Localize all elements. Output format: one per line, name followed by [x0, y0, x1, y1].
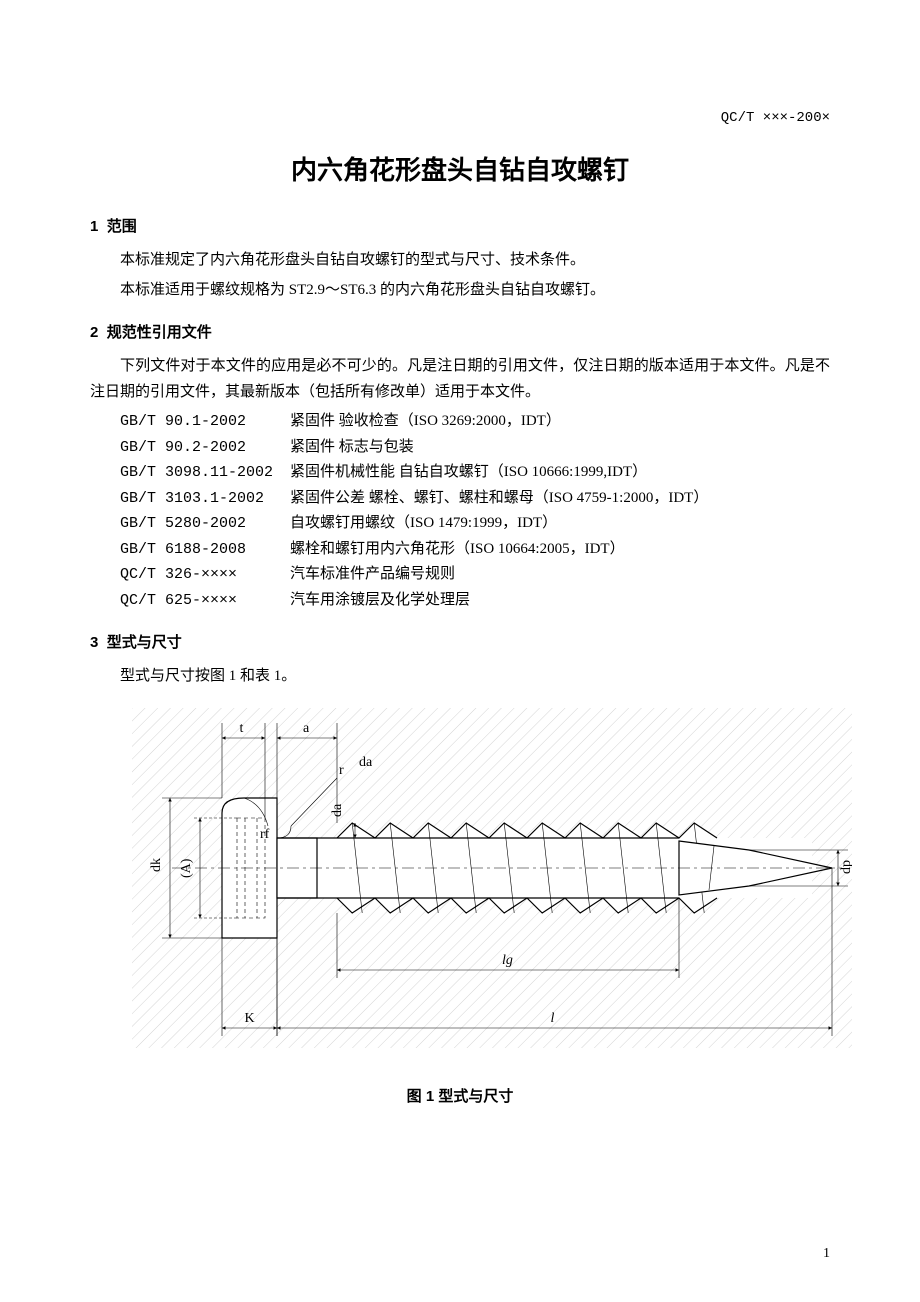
ref-code: GB/T 5280-2002: [120, 511, 290, 537]
svg-text:da: da: [359, 755, 373, 770]
section-2-num: 2: [90, 324, 98, 341]
page: QC/T ×××-200× 内六角花形盘头自钻自攻螺钉 1 范围 本标准规定了内…: [0, 0, 920, 1302]
svg-text:K: K: [245, 1011, 255, 1026]
ref-desc: 紧固件 标志与包装: [290, 435, 414, 461]
page-title: 内六角花形盘头自钻自攻螺钉: [90, 150, 830, 187]
svg-text:da: da: [330, 803, 345, 817]
section-3-label: 型式与尺寸: [107, 634, 182, 651]
ref-desc: 螺栓和螺钉用内六角花形（ISO 10664:2005，IDT）: [290, 537, 625, 563]
svg-text:l: l: [551, 1011, 555, 1026]
figure-1-caption: 图 1 型式与尺寸: [90, 1085, 830, 1106]
ref-desc: 紧固件公差 螺栓、螺钉、螺柱和螺母（ISO 4759-1:2000，IDT）: [290, 486, 708, 512]
ref-row: GB/T 3098.11-2002 紧固件机械性能 自钻自攻螺钉（ISO 106…: [120, 460, 830, 486]
svg-text:(A): (A): [179, 858, 194, 878]
s2-p1: 下列文件对于本文件的应用是必不可少的。凡是注日期的引用文件，仅注日期的版本适用于…: [90, 354, 830, 405]
svg-text:a: a: [303, 721, 310, 736]
section-2-heading: 2 规范性引用文件: [90, 321, 830, 342]
svg-text:rf: rf: [260, 827, 270, 842]
ref-code: QC/T 326-××××: [120, 562, 290, 588]
ref-desc: 自攻螺钉用螺纹（ISO 1479:1999，IDT）: [290, 511, 557, 537]
s3-p1: 型式与尺寸按图 1 和表 1。: [90, 664, 830, 690]
figure-1: tardadarfdk(A)dpKllg: [132, 708, 830, 1053]
ref-row: QC/T 625-×××× 汽车用涂镀层及化学处理层: [120, 588, 830, 614]
ref-row: GB/T 90.2-2002 紧固件 标志与包装: [120, 435, 830, 461]
section-1-heading: 1 范围: [90, 215, 830, 236]
ref-code: GB/T 3098.11-2002: [120, 460, 290, 486]
section-2-label: 规范性引用文件: [107, 324, 212, 341]
section-3-num: 3: [90, 634, 98, 651]
ref-row: GB/T 3103.1-2002 紧固件公差 螺栓、螺钉、螺柱和螺母（ISO 4…: [120, 486, 830, 512]
ref-desc: 紧固件机械性能 自钻自攻螺钉（ISO 10666:1999,IDT）: [290, 460, 647, 486]
svg-text:lg: lg: [502, 953, 513, 968]
section-3-heading: 3 型式与尺寸: [90, 631, 830, 652]
ref-row: GB/T 90.1-2002 紧固件 验收检查（ISO 3269:2000，ID…: [120, 409, 830, 435]
ref-code: QC/T 625-××××: [120, 588, 290, 614]
ref-code: GB/T 6188-2008: [120, 537, 290, 563]
section-1-num: 1: [90, 218, 98, 235]
page-number: 1: [823, 1246, 830, 1262]
ref-code: GB/T 90.1-2002: [120, 409, 290, 435]
ref-code: GB/T 3103.1-2002: [120, 486, 290, 512]
svg-text:t: t: [240, 721, 244, 736]
figure-1-svg: tardadarfdk(A)dpKllg: [132, 708, 852, 1048]
svg-text:dp: dp: [839, 860, 852, 874]
svg-text:r: r: [339, 763, 344, 778]
ref-desc: 紧固件 验收检查（ISO 3269:2000，IDT）: [290, 409, 561, 435]
ref-code: GB/T 90.2-2002: [120, 435, 290, 461]
ref-desc: 汽车用涂镀层及化学处理层: [290, 588, 470, 614]
ref-row: GB/T 5280-2002 自攻螺钉用螺纹（ISO 1479:1999，IDT…: [120, 511, 830, 537]
section-1-label: 范围: [107, 218, 137, 235]
reference-list: GB/T 90.1-2002 紧固件 验收检查（ISO 3269:2000，ID…: [90, 409, 830, 613]
ref-row: GB/T 6188-2008 螺栓和螺钉用内六角花形（ISO 10664:200…: [120, 537, 830, 563]
s1-p2: 本标准适用于螺纹规格为 ST2.9～ST6.3 的内六角花形盘头自钻自攻螺钉。: [90, 278, 830, 304]
ref-row: QC/T 326-×××× 汽车标准件产品编号规则: [120, 562, 830, 588]
svg-text:dk: dk: [149, 858, 164, 872]
ref-desc: 汽车标准件产品编号规则: [290, 562, 455, 588]
s1-p1: 本标准规定了内六角花形盘头自钻自攻螺钉的型式与尺寸、技术条件。: [90, 248, 830, 274]
doc-code: QC/T ×××-200×: [90, 110, 830, 126]
